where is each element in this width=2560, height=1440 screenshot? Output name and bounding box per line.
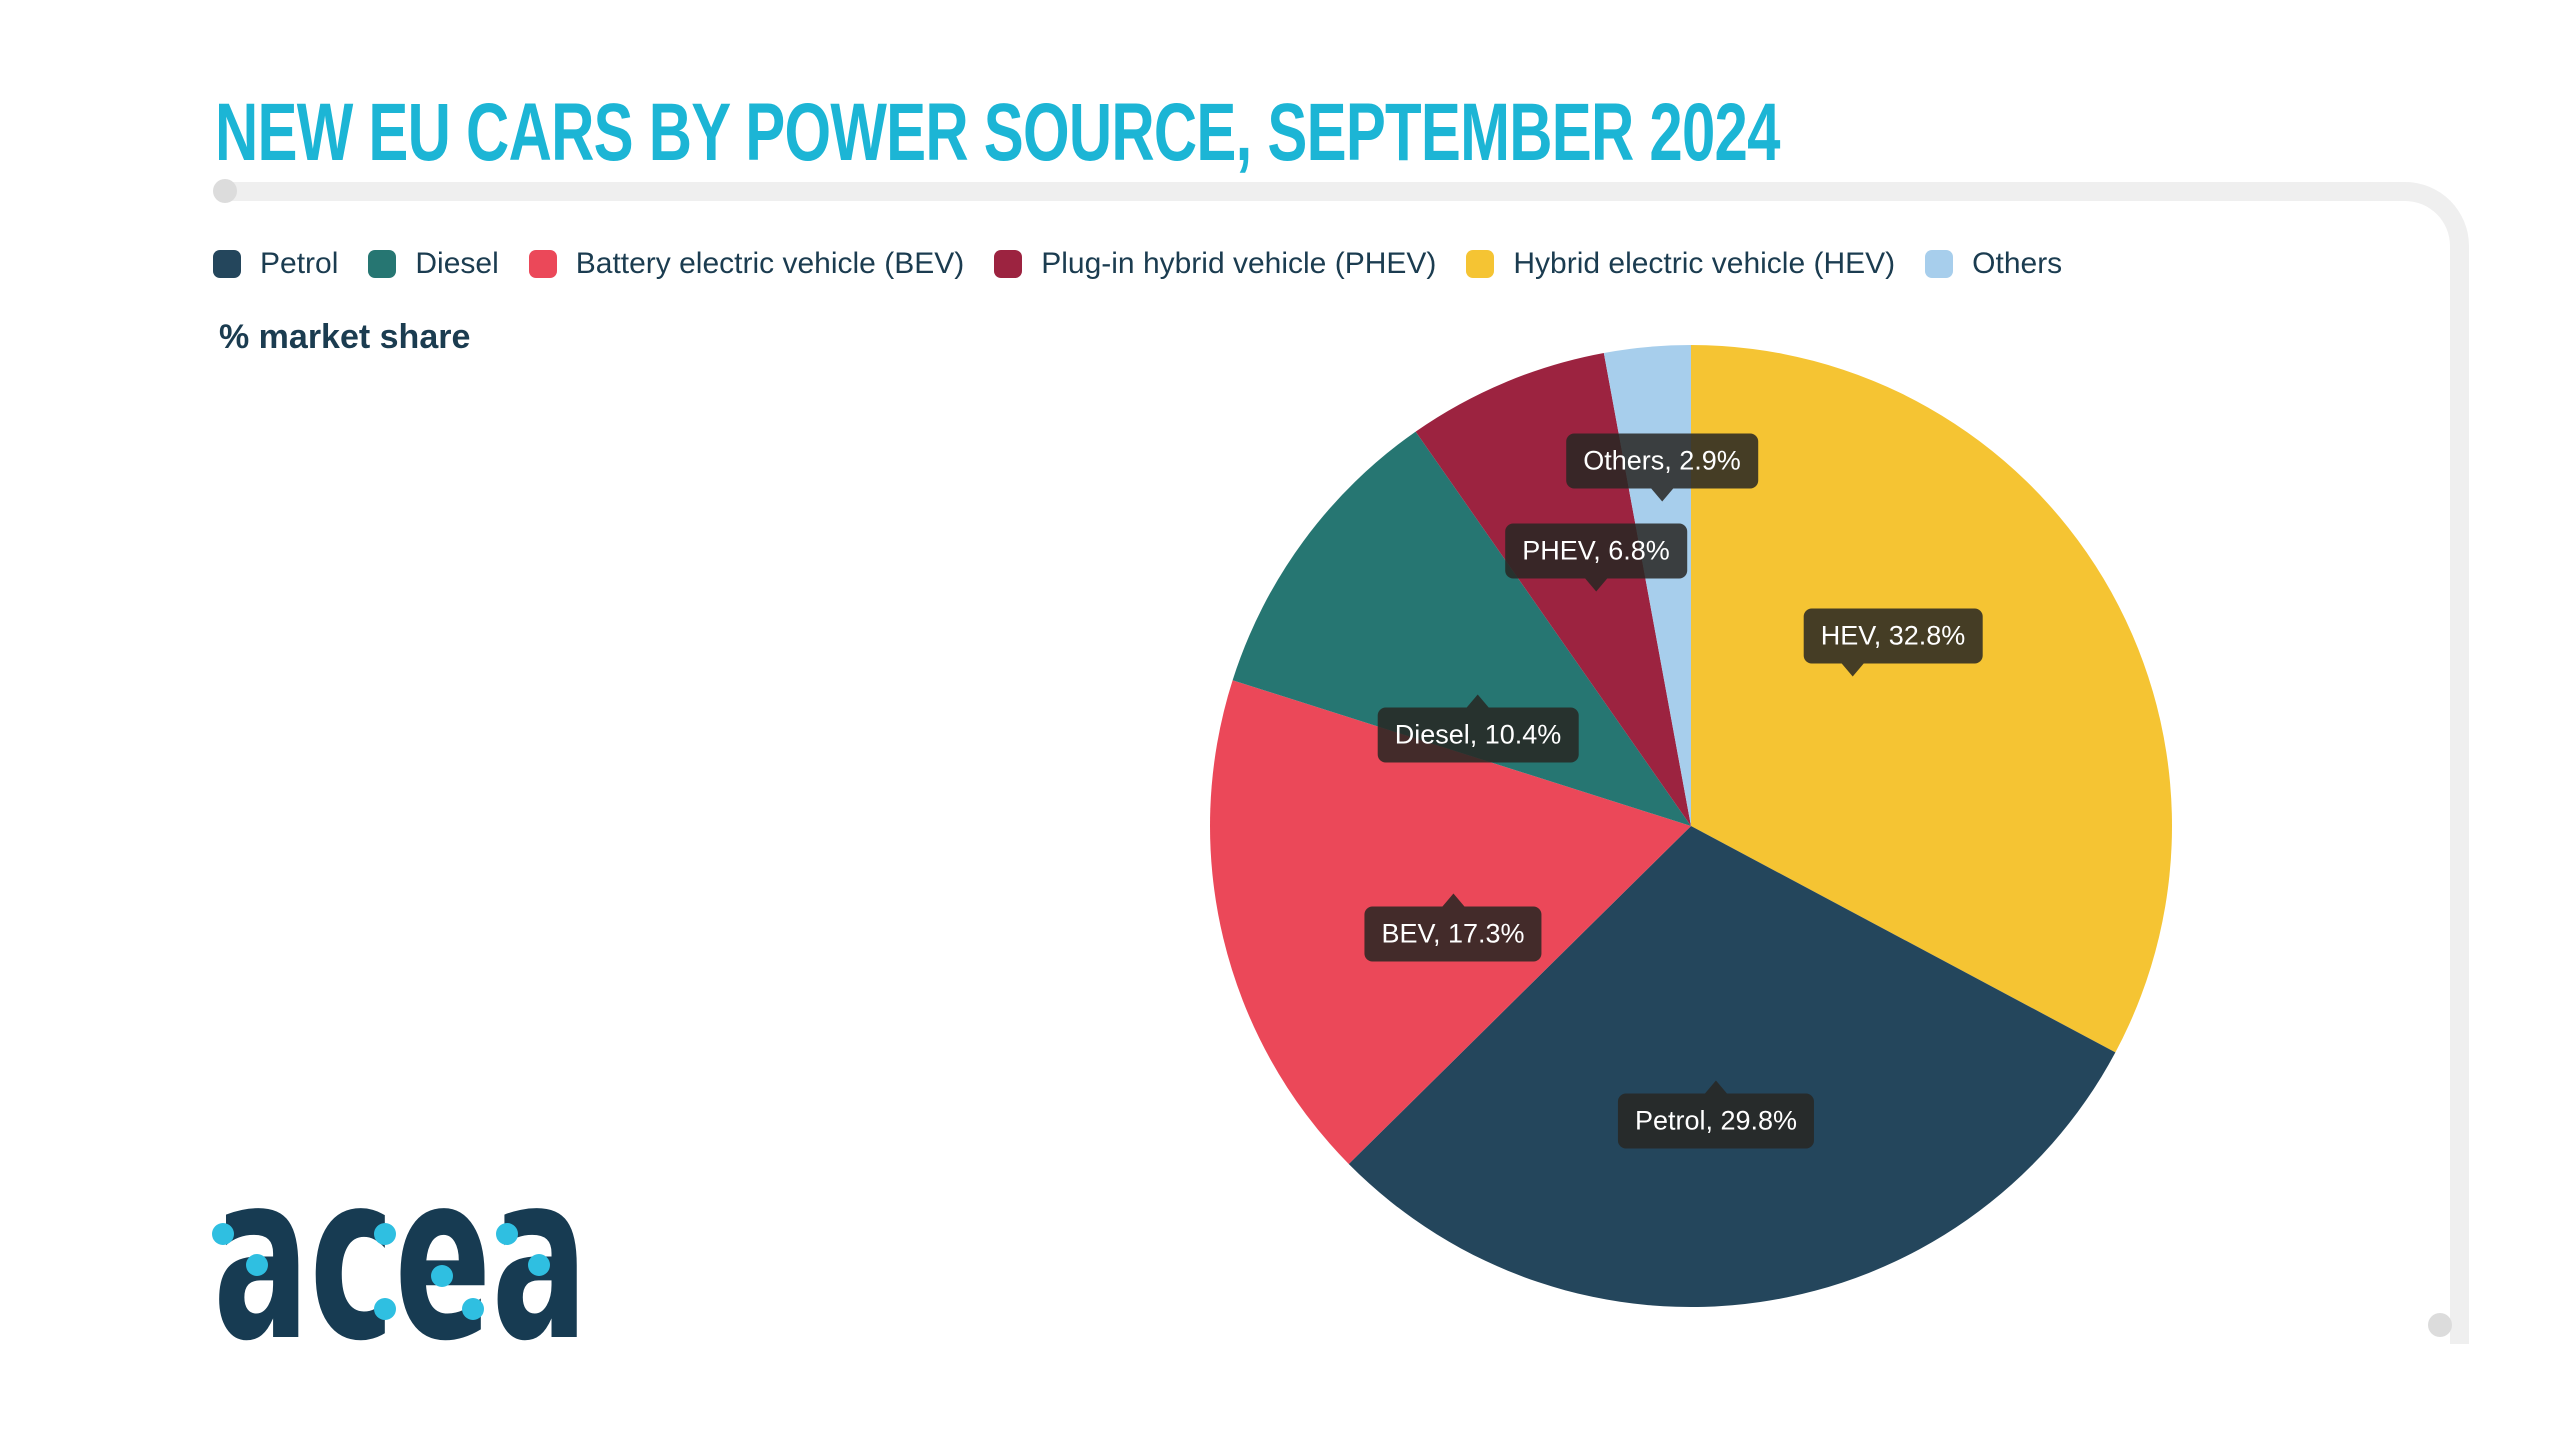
callout-others: Others, 2.9% xyxy=(1566,433,1758,502)
legend-label: Petrol xyxy=(260,247,339,280)
logo-dot xyxy=(431,1265,453,1287)
callout-pointer xyxy=(1705,1080,1727,1094)
logo-dot xyxy=(462,1298,484,1320)
legend-swatch-diesel xyxy=(368,250,397,278)
chart-title: NEW EU CARS BY POWER SOURCE, SEPTEMBER 2… xyxy=(215,87,1780,178)
legend-label: Battery electric vehicle (BEV) xyxy=(575,247,965,280)
pie-slice-petrol[interactable] xyxy=(1348,826,2116,1307)
frame-dot-left xyxy=(213,179,237,203)
legend-item-battery-electric-vehicle-bev[interactable]: Battery electric vehicle (BEV) xyxy=(528,247,965,280)
callout-pointer xyxy=(1650,488,1673,502)
legend-item-plug-in-hybrid-vehicle-phev[interactable]: Plug-in hybrid vehicle (PHEV) xyxy=(994,249,1436,279)
callout-label: Diesel, 10.4% xyxy=(1394,719,1562,750)
logo-dot xyxy=(374,1298,396,1320)
legend-label: Hybrid electric vehicle (HEV) xyxy=(1513,247,1896,280)
callout-pointer xyxy=(1467,694,1489,708)
callout-phev: PHEV, 6.8% xyxy=(1505,523,1687,592)
callout-diesel: Diesel, 10.4% xyxy=(1377,694,1579,763)
logo-dot xyxy=(528,1254,550,1276)
callout-petrol: Petrol, 29.8% xyxy=(1617,1080,1815,1149)
chart-legend: Petrol Diesel Battery electric vehicle (BE… xyxy=(213,249,2092,279)
axis-note: % market share xyxy=(219,318,471,356)
callout-pointer xyxy=(1585,578,1607,592)
legend-swatch-battery-electric-vehicle-bev xyxy=(528,250,557,278)
legend-label: Others xyxy=(1972,247,2063,280)
logo-dot xyxy=(212,1223,234,1245)
legend-item-others[interactable]: Others xyxy=(1925,249,2062,279)
legend-item-diesel[interactable]: Diesel xyxy=(368,247,499,280)
callout-label: BEV, 17.3% xyxy=(1381,918,1525,949)
callout-pointer xyxy=(1841,663,1864,677)
legend-item-hybrid-electric-vehicle-hev[interactable]: Hybrid electric vehicle (HEV) xyxy=(1466,249,1895,279)
acea-logo-text: acea xyxy=(213,1125,588,1392)
legend-swatch-hybrid-electric-vehicle-hev xyxy=(1466,250,1495,278)
callout-label: Petrol, 29.8% xyxy=(1634,1105,1798,1136)
callout-pointer xyxy=(1441,893,1464,907)
callout-hev: HEV, 32.8% xyxy=(1803,608,1983,677)
legend-label: Diesel xyxy=(415,247,499,280)
acea-logo: acea xyxy=(212,1125,588,1392)
acea-logo-dots xyxy=(212,1223,550,1320)
logo-dot xyxy=(246,1254,268,1276)
legend-swatch-plug-in-hybrid-vehicle-phev xyxy=(994,250,1023,278)
logo-dot xyxy=(374,1223,396,1245)
legend-item-petrol[interactable]: Petrol xyxy=(213,249,338,279)
legend-label: Plug-in hybrid vehicle (PHEV) xyxy=(1041,247,1437,280)
legend-swatch-petrol xyxy=(213,250,241,278)
callout-label: PHEV, 6.8% xyxy=(1522,535,1670,566)
callout-bev: BEV, 17.3% xyxy=(1364,893,1542,962)
logo-dot xyxy=(496,1223,518,1245)
frame-dot-right xyxy=(2428,1313,2452,1337)
pie-slice-hev[interactable] xyxy=(1691,345,2172,1053)
callout-label: HEV, 32.8% xyxy=(1820,620,1966,651)
legend-swatch-others xyxy=(1925,250,1954,278)
callout-label: Others, 2.9% xyxy=(1583,445,1741,476)
